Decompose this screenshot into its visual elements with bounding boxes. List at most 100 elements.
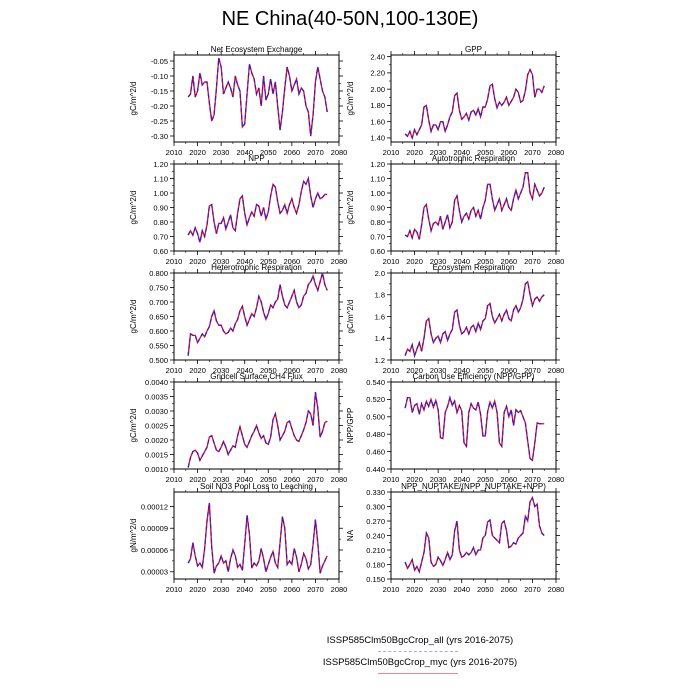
chart-1-ytick-label: -0.05: [151, 57, 168, 66]
chart-10-ytick-label: 0.180: [366, 560, 385, 569]
chart-5-xtick-label: 2030: [213, 366, 230, 375]
chart-8-ylabel: NPP/GPP: [346, 408, 355, 444]
chart-7-series-all: [187, 392, 328, 468]
chart-7-ytick-label: 0.0010: [145, 465, 168, 474]
chart-1-ytick-label: -0.30: [151, 132, 168, 141]
chart-8-ytick-label: 0.480: [366, 430, 385, 439]
chart-2-xtick-label: 2040: [453, 148, 470, 157]
chart-3-xtick-label: 2080: [331, 257, 348, 266]
chart-10-ylabel: NA: [346, 529, 355, 541]
chart-9-xtick-label: 2050: [260, 585, 277, 594]
chart-2-xtick-label: 2020: [406, 148, 423, 157]
chart-8-series-myc: [404, 395, 545, 462]
chart-6-ytick-label: 2.0: [375, 269, 385, 278]
chart-2-xtick-label: 2080: [548, 148, 565, 157]
chart-10-xtick-label: 2030: [430, 585, 447, 594]
chart-3-xtick-label: 2070: [307, 257, 324, 266]
chart-10-series-all: [404, 496, 545, 574]
chart-10-xtick-label: 2070: [524, 585, 541, 594]
chart-9-xtick-label: 2080: [331, 585, 348, 594]
chart-9-xtick-label: 2020: [189, 585, 206, 594]
chart-1-xtick-label: 2020: [189, 148, 206, 157]
chart-8-plot-frame: [390, 381, 557, 470]
chart-1-series-all: [187, 57, 328, 137]
chart-8-ytick-label: 0.460: [366, 447, 385, 456]
chart-1-ytick-label: -0.20: [151, 102, 168, 111]
chart-9-ylabel: gN/m^2/d: [129, 519, 138, 553]
chart-8-series-all: [404, 395, 545, 462]
chart-1-xtick-label: 2050: [260, 148, 277, 157]
chart-8-xtick-label: 2020: [406, 475, 423, 484]
chart-2-series-myc: [404, 68, 545, 141]
chart-8-xtick-label: 2040: [453, 475, 470, 484]
chart-8-xtick-label: 2080: [548, 475, 565, 484]
chart-6-ytick-label: 1.4: [375, 334, 385, 343]
chart-10-ytick-label: 0.210: [366, 546, 385, 555]
chart-4-ytick-label: 1.00: [370, 189, 385, 198]
chart-10-ytick-label: 0.300: [366, 502, 385, 511]
chart-6-plot-frame: [390, 272, 557, 361]
chart-4-xtick-label: 2060: [501, 257, 518, 266]
chart-6-ytick-label: 1.6: [375, 312, 385, 321]
chart-9-ytick-label: 0.00006: [141, 546, 168, 555]
chart-5-series-all: [187, 272, 328, 356]
chart-8-ytick-label: 0.520: [366, 395, 385, 404]
chart-2-xtick-label: 2050: [477, 148, 494, 157]
chart-7-ytick-label: 0.0025: [145, 421, 168, 430]
chart-2-xtick-label: 2010: [383, 148, 400, 157]
chart-8-title: Carbon Use Efficiency (NPP/GPP): [412, 372, 534, 381]
chart-6-title: Ecosystem Respiration: [433, 263, 515, 272]
chart-6-xtick-label: 2060: [501, 366, 518, 375]
chart-7-ylabel: gC/m^2/d: [129, 409, 138, 443]
chart-4-xtick-label: 2050: [477, 257, 494, 266]
chart-7-ytick-label: 0.0015: [145, 450, 168, 459]
chart-10-xtick-label: 2080: [548, 585, 565, 594]
chart-1-ytick-label: -0.15: [151, 87, 168, 96]
chart-4-xtick-label: 2080: [548, 257, 565, 266]
chart-10-plot-frame: [390, 491, 557, 580]
chart-3-xtick-label: 2020: [189, 257, 206, 266]
chart-3-ytick-label: 1.20: [153, 160, 168, 169]
chart-2-xtick-label: 2060: [501, 148, 518, 157]
chart-9-ytick-label: 0.00003: [141, 568, 168, 577]
chart-9-title: Soil NO3 Pool Loss to Leaching: [200, 482, 313, 491]
chart-7-ytick-label: 0.0030: [145, 407, 168, 416]
chart-3-xtick-label: 2060: [284, 257, 301, 266]
chart-10-xtick-label: 2010: [383, 585, 400, 594]
chart-6-xtick-label: 2050: [477, 366, 494, 375]
chart-4-xtick-label: 2020: [406, 257, 423, 266]
chart-3-ytick-label: 0.60: [153, 247, 168, 256]
chart-5-xtick-label: 2040: [236, 366, 253, 375]
chart-3-series-all: [187, 175, 328, 243]
chart-3-xtick-label: 2040: [236, 257, 253, 266]
chart-6-series-myc: [404, 280, 545, 358]
chart-4-xtick-label: 2010: [383, 257, 400, 266]
chart-2-xtick-label: 2070: [524, 148, 541, 157]
chart-1-xtick-label: 2030: [213, 148, 230, 157]
chart-5-ytick-label: 0.550: [149, 341, 168, 350]
chart-7-ytick-label: 0.0020: [145, 436, 168, 445]
chart-4-series-all: [404, 172, 545, 241]
chart-4-ytick-label: 0.70: [370, 232, 385, 241]
legend-swatch-myc: [378, 673, 458, 674]
chart-3-title: NPP: [248, 154, 264, 163]
chart-10-series-myc: [404, 496, 545, 574]
chart-5-xtick-label: 2080: [331, 366, 348, 375]
chart-5-xtick-label: 2060: [284, 366, 301, 375]
chart-9-xtick-label: 2060: [284, 585, 301, 594]
chart-6-ytick-label: 1.2: [375, 356, 385, 365]
chart-5-plot-frame: [173, 272, 340, 361]
chart-4-ytick-label: 1.10: [370, 174, 385, 183]
chart-3-xtick-label: 2010: [166, 257, 183, 266]
chart-2-plot-frame: [390, 54, 557, 143]
chart-6-ylabel: gC/m^2/d: [346, 300, 355, 334]
chart-3-xtick-label: 2050: [260, 257, 277, 266]
chart-5-ytick-label: 0.500: [149, 356, 168, 365]
chart-8-xtick-label: 2030: [430, 475, 447, 484]
chart-6-xtick-label: 2010: [383, 366, 400, 375]
chart-5-title: Heterotrophic Respiration: [211, 263, 302, 272]
chart-3-ytick-label: 1.10: [153, 174, 168, 183]
chart-2-ytick-label: 1.60: [370, 117, 385, 126]
chart-7-ytick-label: 0.0035: [145, 392, 168, 401]
chart-7-xtick-label: 2070: [307, 475, 324, 484]
